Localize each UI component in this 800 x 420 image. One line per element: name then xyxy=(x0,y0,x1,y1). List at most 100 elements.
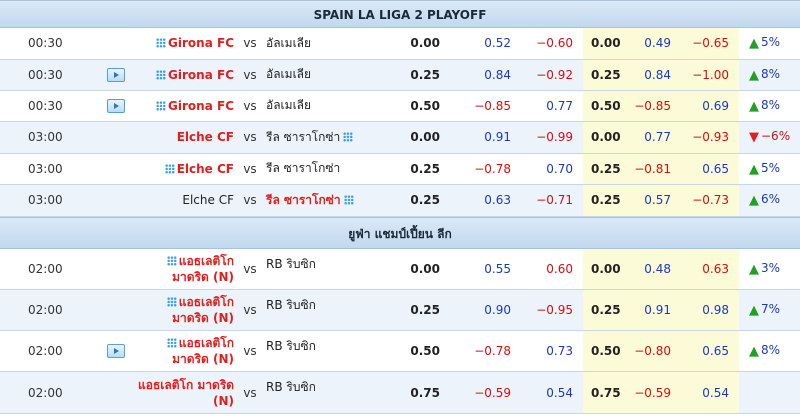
favorite-dots-icon[interactable] xyxy=(156,100,167,111)
home-odds-half[interactable]: 0.48 xyxy=(644,261,671,276)
home-team-name[interactable]: (N) xyxy=(212,393,234,408)
arrow-up-icon: ▲ xyxy=(749,303,759,318)
away-odds-full[interactable]: −0.92 xyxy=(536,67,573,82)
away-odds-full[interactable]: 0.60 xyxy=(546,261,573,276)
home-odds-half[interactable]: 0.49 xyxy=(644,36,671,51)
time-cell: 00:30 xyxy=(0,28,94,60)
handicap-half-cell: 0.00 xyxy=(583,28,627,60)
home-odds-half[interactable]: −0.80 xyxy=(634,344,671,358)
home-odds-full[interactable]: −0.78 xyxy=(474,161,511,176)
home-odds-full[interactable]: −0.78 xyxy=(474,344,511,358)
vs-label: vs xyxy=(243,385,257,400)
away-team-name[interactable]: รีล ซาราโกซ่า xyxy=(266,129,341,144)
tv-cell xyxy=(94,28,138,60)
vs-label: vs xyxy=(243,344,257,358)
change-cell: ▼ −6% xyxy=(739,121,800,154)
away-odds-full[interactable]: −0.60 xyxy=(536,36,573,51)
home-odds-full[interactable]: 0.91 xyxy=(484,130,511,144)
home-team-name[interactable]: แอธเลติโก มาดริด xyxy=(138,377,235,392)
favorite-dots-icon[interactable] xyxy=(343,194,354,205)
home-team-name[interactable]: Girona FC xyxy=(168,36,234,51)
favorite-dots-icon[interactable] xyxy=(164,163,175,174)
home-team-name[interactable]: Elche CF xyxy=(182,193,234,207)
away-odds-half[interactable]: 0.65 xyxy=(702,161,729,176)
section-la-liga-2: SPAIN LA LIGA 2 PLAYOFF 00:30 Girona FC vs… xyxy=(0,0,800,217)
arrow-down-icon: ▼ xyxy=(749,130,759,145)
home-team-name[interactable]: มาดริด (N) xyxy=(172,352,234,366)
home-odds-half[interactable]: −0.85 xyxy=(634,98,671,113)
home-team-name[interactable]: มาดริด (N) xyxy=(172,311,234,325)
away-odds-full[interactable]: 0.54 xyxy=(546,385,573,400)
away-odds-half[interactable]: −0.73 xyxy=(692,193,729,207)
away-odds-full[interactable]: 0.77 xyxy=(546,98,573,113)
vs-cell: vs xyxy=(238,121,262,154)
home-team-name[interactable]: Girona FC xyxy=(168,98,234,113)
away-team-name[interactable]: อัลเมเลีย xyxy=(266,35,312,50)
away-team-name[interactable]: อัลเมเลีย xyxy=(266,98,312,112)
home-team-name[interactable]: Elche CF xyxy=(176,130,234,144)
home-team-name[interactable]: Girona FC xyxy=(168,67,234,82)
favorite-dots-icon[interactable] xyxy=(166,297,177,307)
favorite-dots-icon[interactable] xyxy=(166,338,177,348)
favorite-dots-icon[interactable] xyxy=(156,69,167,80)
home-team-name[interactable]: แอธเลติโก xyxy=(138,294,234,310)
live-tv-icon[interactable] xyxy=(107,98,125,113)
away-odds-full[interactable]: −0.95 xyxy=(536,303,573,317)
handicap-half-cell: 0.50 xyxy=(583,90,627,122)
match-row: 03:00 Elche CF vs รีล ซาราโกซ่า 0.25 0.63 −0.7… xyxy=(0,184,800,217)
home-odds-full[interactable]: −0.85 xyxy=(474,98,511,113)
handicap-full-cell: 0.00 xyxy=(390,28,447,60)
away-team-name[interactable]: รีล ซาราโกซ่า xyxy=(266,192,341,207)
home-odds-half[interactable]: 0.77 xyxy=(644,130,671,144)
away-odds-half[interactable]: −1.00 xyxy=(692,67,729,82)
home-odds-full-cell: 0.52 xyxy=(447,28,511,60)
home-odds-half[interactable]: −0.59 xyxy=(634,385,671,400)
away-odds-half[interactable]: −0.65 xyxy=(692,36,729,51)
home-odds-full[interactable]: 0.90 xyxy=(484,303,511,317)
home-odds-full-cell: −0.78 xyxy=(447,153,511,185)
home-odds-half[interactable]: 0.84 xyxy=(644,67,671,82)
home-team-name[interactable]: Elche CF xyxy=(176,161,234,176)
away-odds-full[interactable]: 0.70 xyxy=(546,161,573,176)
away-team-name[interactable]: RB ริบซิก xyxy=(266,256,316,271)
home-odds-full[interactable]: 0.55 xyxy=(484,261,511,276)
away-odds-full[interactable]: −0.71 xyxy=(536,193,573,207)
away-team-name[interactable]: RB ริบซิก xyxy=(266,339,316,353)
kickoff-time: 02:00 xyxy=(28,385,63,400)
home-odds-full[interactable]: 0.63 xyxy=(484,193,511,207)
away-odds-half[interactable]: 0.63 xyxy=(702,261,729,276)
live-tv-icon[interactable] xyxy=(107,67,125,82)
home-odds-full[interactable]: −0.59 xyxy=(474,385,511,400)
away-team-name[interactable]: RB ริบซิก xyxy=(266,380,316,394)
kickoff-time: 00:30 xyxy=(28,98,63,113)
arrow-up-icon: ▲ xyxy=(749,193,759,208)
home-team-cell: Girona FC xyxy=(138,28,238,60)
away-odds-full-cell: −0.95 xyxy=(511,289,583,331)
away-odds-half[interactable]: 0.65 xyxy=(702,344,729,358)
home-odds-half-cell: 0.91 xyxy=(627,289,673,331)
favorite-dots-icon[interactable] xyxy=(156,38,167,49)
favorite-dots-icon[interactable] xyxy=(166,255,177,266)
live-tv-icon[interactable] xyxy=(107,344,125,359)
away-odds-full[interactable]: 0.73 xyxy=(546,344,573,358)
favorite-dots-icon[interactable] xyxy=(343,131,354,142)
home-odds-half[interactable]: 0.91 xyxy=(644,303,671,317)
away-team-name[interactable]: RB ริบซิก xyxy=(266,298,316,312)
away-team-name[interactable]: รีล ซาราโกซ่า xyxy=(266,161,341,175)
home-team-name[interactable]: มาดริด (N) xyxy=(172,269,234,284)
away-team-name[interactable]: อัลเมเลีย xyxy=(266,67,312,81)
home-odds-full[interactable]: 0.84 xyxy=(484,67,511,82)
away-odds-half[interactable]: −0.93 xyxy=(692,130,729,144)
away-odds-half[interactable]: 0.98 xyxy=(702,303,729,317)
home-odds-full[interactable]: 0.52 xyxy=(484,36,511,51)
away-odds-half[interactable]: 0.54 xyxy=(702,385,729,400)
home-odds-half[interactable]: −0.81 xyxy=(634,161,671,176)
vs-label: vs xyxy=(243,161,257,176)
away-odds-full[interactable]: −0.99 xyxy=(536,130,573,144)
home-odds-full-cell: 0.63 xyxy=(447,184,511,217)
home-odds-half[interactable]: 0.57 xyxy=(644,193,671,207)
away-odds-half[interactable]: 0.69 xyxy=(702,98,729,113)
home-team-name[interactable]: แอธเลติโก xyxy=(138,335,234,351)
home-team-name[interactable]: แอธเลติโก xyxy=(138,253,234,269)
home-team-cell: แอธเลติโก มาดริด (N) xyxy=(138,248,238,290)
